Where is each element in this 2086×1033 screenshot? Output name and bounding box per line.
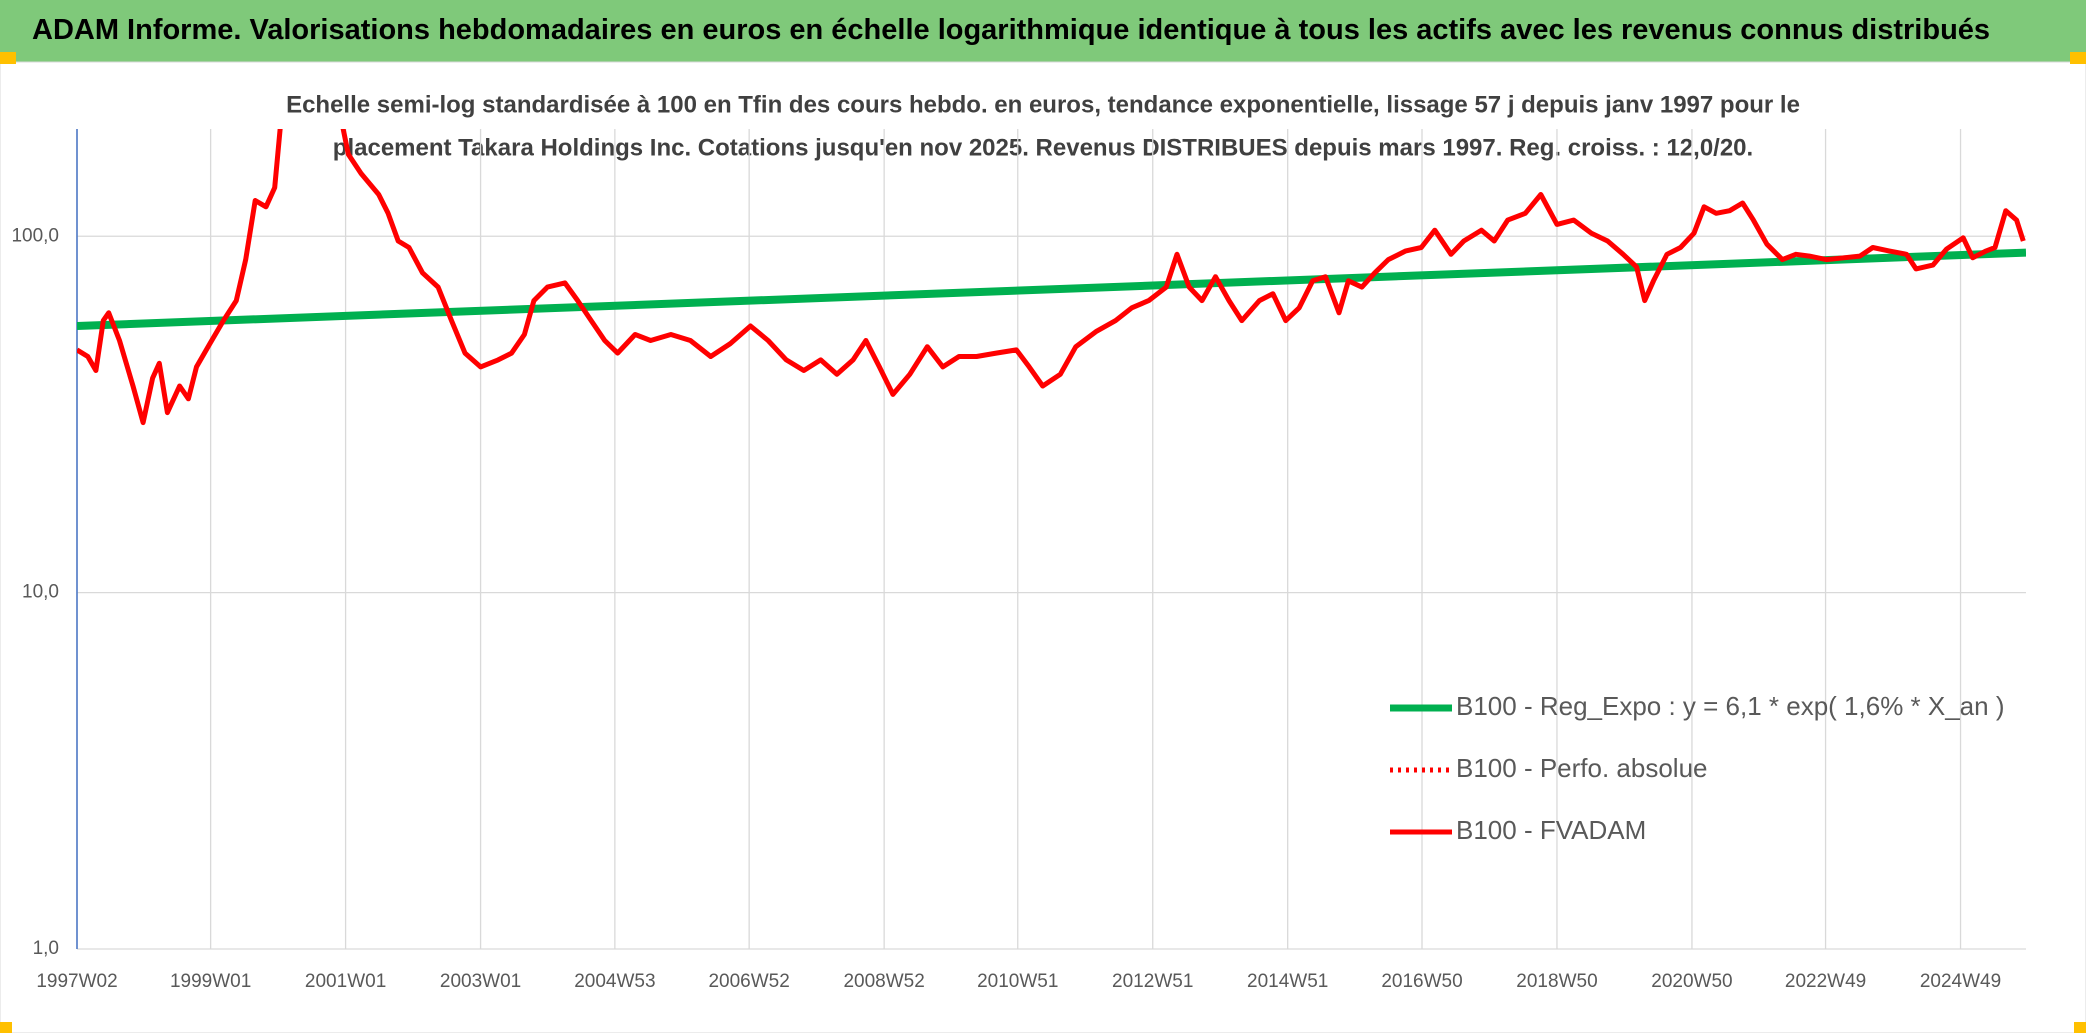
x-tick-label: 2014W51	[1247, 971, 1328, 992]
corner-mark	[0, 1022, 12, 1033]
corner-mark	[2070, 52, 2086, 64]
legend-label: B100 - FVADAM	[1456, 815, 1646, 845]
x-tick-label: 1997W02	[36, 971, 117, 992]
x-tick-label: 2022W49	[1785, 971, 1866, 992]
x-tick-label: 2008W52	[843, 971, 924, 992]
x-tick-label: 2018W50	[1516, 971, 1597, 992]
corner-mark	[0, 52, 16, 64]
legend-label: B100 - Reg_Expo : y = 6,1 * exp( 1,6% * …	[1456, 691, 2005, 721]
x-tick-label: 2004W53	[574, 971, 655, 992]
y-tick-label: 100,0	[11, 225, 59, 246]
x-tick-label: 2010W51	[977, 971, 1058, 992]
x-tick-label: 2012W51	[1112, 971, 1193, 992]
legend-label: B100 - Perfo. absolue	[1456, 753, 1708, 783]
x-tick-label: 1999W01	[170, 971, 251, 992]
y-tick-label: 10,0	[22, 582, 59, 603]
frame	[0, 61, 2086, 1033]
x-tick-label: 2016W50	[1381, 971, 1462, 992]
chart-title: placement Takara Holdings Inc. Cotations…	[333, 134, 1753, 161]
header: ADAM Informe. Valorisations hebdomadaire…	[0, 0, 2086, 62]
x-tick-label: 2020W50	[1651, 971, 1732, 992]
x-tick-label: 2001W01	[305, 971, 386, 992]
line-series	[77, 129, 2026, 426]
plot-area	[77, 129, 2026, 426]
x-tick-label: 2006W52	[708, 971, 789, 992]
x-tick-label: 2003W01	[440, 971, 521, 992]
y-tick-label: 1,0	[33, 938, 59, 959]
x-tick-label: 2024W49	[1920, 971, 2001, 992]
line-series	[77, 248, 2026, 330]
chart-title: Echelle semi-log standardisée à 100 en T…	[286, 91, 1800, 118]
corner-mark	[2074, 1022, 2086, 1033]
